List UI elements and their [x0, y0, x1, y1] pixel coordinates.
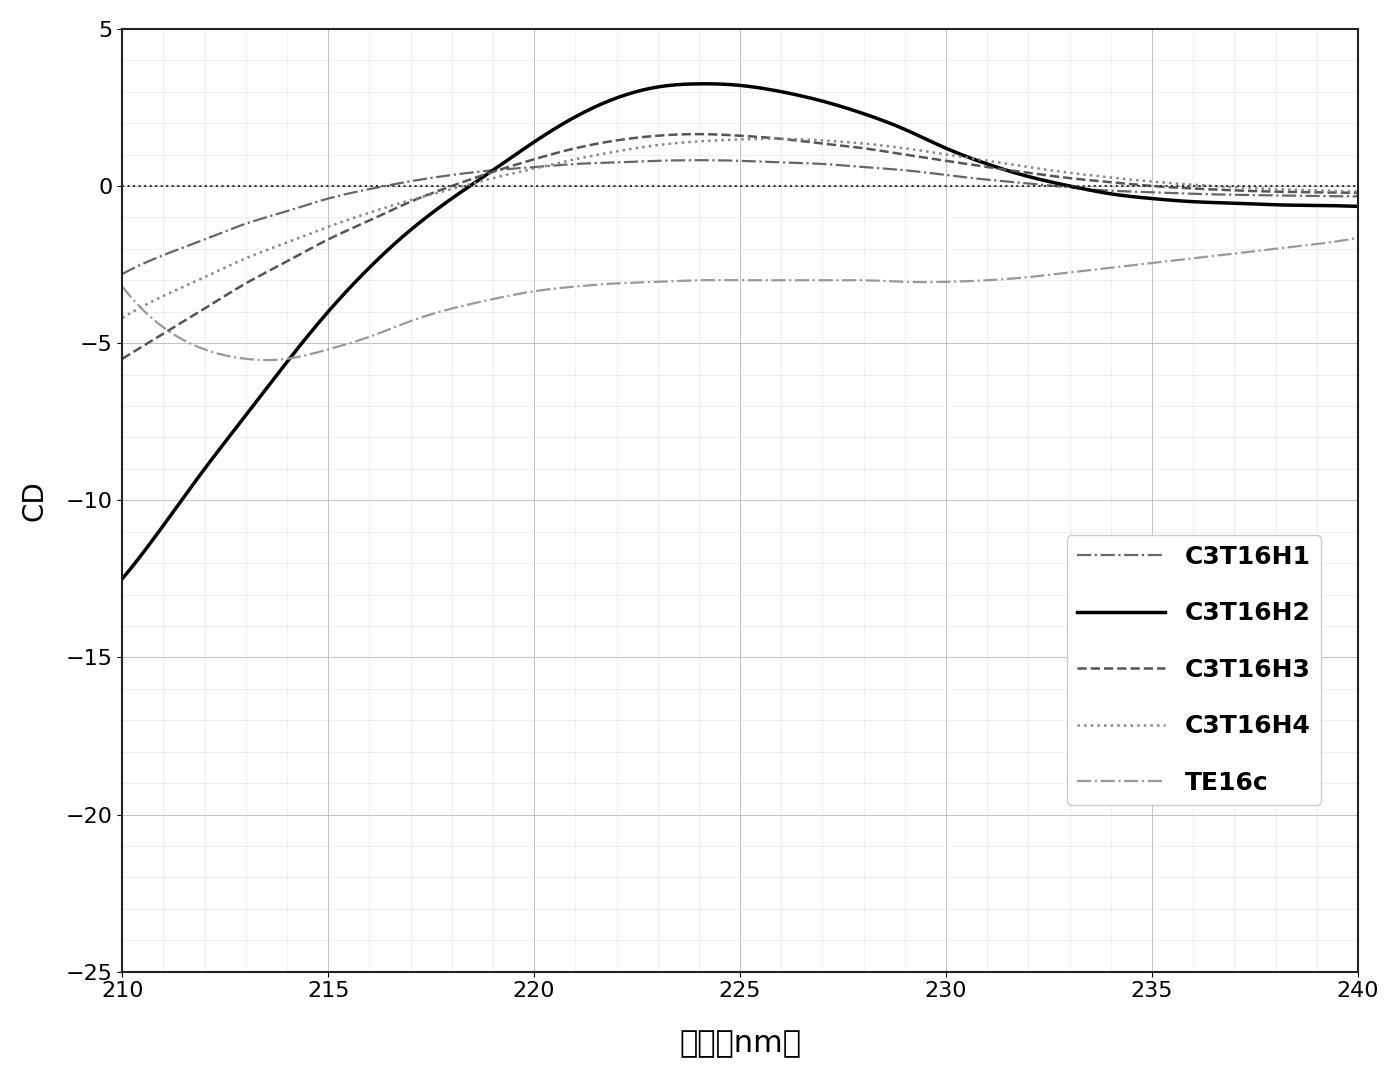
- C3T16H1: [1238, 189, 1254, 202]
- Line: C3T16H4: C3T16H4: [122, 139, 1358, 318]
- Y-axis label: CD: CD: [21, 480, 49, 521]
- C3T16H2: [1159, 193, 1176, 206]
- C3T16H2: [1238, 197, 1254, 210]
- C3T16H4: [1238, 181, 1254, 194]
- C3T16H4: [113, 312, 130, 325]
- Line: TE16c: TE16c: [122, 237, 1358, 360]
- C3T16H1: [874, 162, 890, 175]
- C3T16H2: [874, 114, 890, 127]
- C3T16H4: [1159, 176, 1176, 189]
- C3T16H3: [850, 141, 867, 154]
- C3T16H4: [1350, 186, 1366, 199]
- C3T16H2: [118, 568, 134, 581]
- C3T16H2: [854, 107, 871, 120]
- C3T16H3: [118, 350, 134, 363]
- TE16c: [1350, 231, 1366, 244]
- C3T16H3: [1238, 185, 1254, 197]
- Line: C3T16H3: C3T16H3: [122, 134, 1358, 359]
- TE16c: [874, 274, 890, 287]
- C3T16H3: [1159, 180, 1176, 193]
- C3T16H1: [118, 265, 134, 278]
- TE16c: [1159, 255, 1176, 268]
- C3T16H3: [1350, 187, 1366, 200]
- C3T16H1: [1159, 187, 1176, 200]
- C3T16H3: [113, 353, 130, 366]
- C3T16H3: [874, 145, 890, 158]
- C3T16H2: [1350, 200, 1366, 213]
- TE16c: [854, 274, 871, 287]
- X-axis label: 波长（nm）: 波长（nm）: [679, 1029, 801, 1058]
- TE16c: [118, 285, 134, 298]
- TE16c: [1238, 246, 1254, 259]
- TE16c: [259, 354, 276, 367]
- C3T16H1: [113, 268, 130, 281]
- Legend: C3T16H1, C3T16H2, C3T16H3, C3T16H4, TE16c: C3T16H1, C3T16H2, C3T16H3, C3T16H4, TE16…: [1067, 535, 1320, 805]
- C3T16H4: [874, 139, 890, 152]
- C3T16H3: [854, 141, 871, 154]
- C3T16H1: [850, 160, 867, 173]
- TE16c: [850, 274, 867, 287]
- C3T16H2: [850, 106, 867, 119]
- TE16c: [113, 281, 130, 293]
- C3T16H4: [767, 133, 784, 146]
- C3T16H4: [850, 137, 867, 150]
- C3T16H4: [118, 309, 134, 322]
- C3T16H4: [854, 137, 871, 150]
- C3T16H1: [854, 161, 871, 174]
- C3T16H2: [697, 78, 714, 91]
- Line: C3T16H1: C3T16H1: [122, 160, 1358, 274]
- C3T16H1: [1350, 190, 1366, 203]
- C3T16H2: [113, 572, 130, 585]
- Line: C3T16H2: C3T16H2: [122, 84, 1358, 578]
- C3T16H3: [689, 127, 706, 140]
- C3T16H1: [693, 153, 710, 166]
